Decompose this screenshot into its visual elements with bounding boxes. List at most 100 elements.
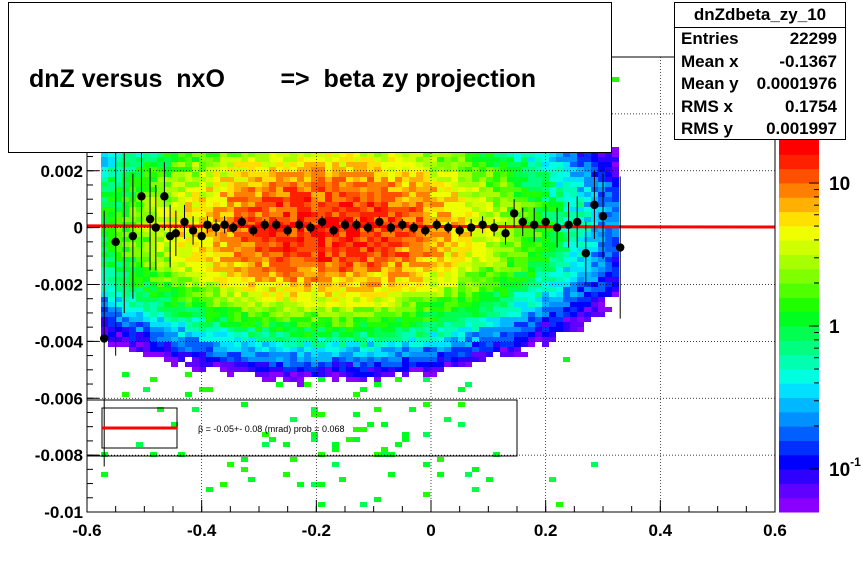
heatmap-cell xyxy=(521,227,528,232)
heatmap-cell xyxy=(416,192,423,197)
heatmap-cell xyxy=(528,187,535,192)
heatmap-cell xyxy=(479,317,486,322)
heatmap-cell xyxy=(465,267,472,272)
heatmap-cell xyxy=(143,157,150,162)
profile-point xyxy=(616,243,625,252)
heatmap-cell xyxy=(451,202,458,207)
heatmap-cell xyxy=(402,262,409,267)
heatmap-cell xyxy=(220,247,227,252)
page-title: dnZ versus nxO => beta zy projection xyxy=(29,65,537,93)
heatmap-cell xyxy=(416,257,423,262)
heatmap-cell xyxy=(262,167,269,172)
heatmap-cell xyxy=(528,202,535,207)
heatmap-cell xyxy=(423,322,430,327)
heatmap-cell xyxy=(591,297,598,302)
heatmap-cell xyxy=(409,232,416,237)
heatmap-cell xyxy=(262,367,269,372)
heatmap-cell xyxy=(465,202,472,207)
heatmap-cell xyxy=(486,297,493,302)
heatmap-cell xyxy=(157,307,164,312)
heatmap-cell xyxy=(430,352,437,357)
heatmap-cell xyxy=(213,322,220,327)
heatmap-cell xyxy=(500,302,507,307)
heatmap-cell xyxy=(318,352,325,357)
heatmap-cell xyxy=(423,172,430,177)
heatmap-cell xyxy=(444,297,451,302)
heatmap-cell xyxy=(269,297,276,302)
heatmap-cell xyxy=(374,202,381,207)
heatmap-cell xyxy=(178,247,185,252)
heatmap-cell xyxy=(521,267,528,272)
heatmap-cell xyxy=(325,292,332,297)
heatmap-cell xyxy=(318,172,325,177)
heatmap-cell xyxy=(150,292,157,297)
heatmap-cell xyxy=(584,312,591,317)
heatmap-cell xyxy=(339,237,346,242)
heatmap-cell xyxy=(444,152,451,157)
heatmap-cell xyxy=(563,232,570,237)
heatmap-cell xyxy=(213,197,220,202)
heatmap-cell xyxy=(185,337,192,342)
profile-point xyxy=(398,220,407,229)
heatmap-cell xyxy=(444,302,451,307)
heatmap-cell xyxy=(339,172,346,177)
heatmap-cell xyxy=(262,182,269,187)
heatmap-cell xyxy=(381,212,388,217)
heatmap-cell xyxy=(367,302,374,307)
heatmap-cell xyxy=(556,312,563,317)
heatmap-cell xyxy=(521,252,528,257)
heatmap-cell xyxy=(570,317,577,322)
heatmap-cell xyxy=(192,232,199,237)
heatmap-cell xyxy=(360,312,367,317)
heatmap-cell xyxy=(311,217,318,222)
heatmap-cell xyxy=(458,152,465,157)
heatmap-cell xyxy=(521,287,528,292)
heatmap-cell xyxy=(220,277,227,282)
profile-point xyxy=(444,223,453,232)
heatmap-cell xyxy=(297,367,304,372)
heatmap-cell xyxy=(325,307,332,312)
heatmap-cell xyxy=(353,297,360,302)
heatmap-cell xyxy=(178,172,185,177)
heatmap-cell xyxy=(577,247,584,252)
heatmap-cell xyxy=(234,177,241,182)
heatmap-cell xyxy=(136,247,143,252)
heatmap-cell xyxy=(332,157,339,162)
heatmap-cell xyxy=(381,182,388,187)
heatmap-cell xyxy=(311,257,318,262)
heatmap-cell xyxy=(115,307,122,312)
heatmap-cell xyxy=(206,317,213,322)
heatmap-cell xyxy=(542,162,549,167)
heatmap-cell xyxy=(528,247,535,252)
stats-value: 0.001997 xyxy=(766,119,837,138)
heatmap-cell xyxy=(416,232,423,237)
heatmap-cell xyxy=(171,277,178,282)
heatmap-cell xyxy=(311,252,318,257)
heatmap-cell xyxy=(514,237,521,242)
heatmap-cell xyxy=(367,247,374,252)
heatmap-cell xyxy=(374,182,381,187)
heatmap-cell xyxy=(409,157,416,162)
heatmap-cell xyxy=(241,277,248,282)
heatmap-cell xyxy=(479,342,486,347)
x-tick-label: 0.6 xyxy=(763,521,787,540)
heatmap-cell xyxy=(528,167,535,172)
heatmap-cell xyxy=(465,327,472,332)
heatmap-cell xyxy=(528,322,535,327)
heatmap-cell xyxy=(416,172,423,177)
heatmap-cell xyxy=(437,472,444,477)
heatmap-cell xyxy=(185,342,192,347)
heatmap-cell xyxy=(304,282,311,287)
heatmap-cell xyxy=(164,337,171,342)
heatmap-cell xyxy=(248,207,255,212)
heatmap-cell xyxy=(108,167,115,172)
profile-point xyxy=(329,226,338,235)
heatmap-cell xyxy=(164,157,171,162)
heatmap-cell xyxy=(276,232,283,237)
heatmap-cell xyxy=(549,297,556,302)
heatmap-cell xyxy=(528,182,535,187)
heatmap-cell xyxy=(570,182,577,187)
heatmap-cell xyxy=(185,327,192,332)
heatmap-cell xyxy=(451,232,458,237)
heatmap-cell xyxy=(213,332,220,337)
